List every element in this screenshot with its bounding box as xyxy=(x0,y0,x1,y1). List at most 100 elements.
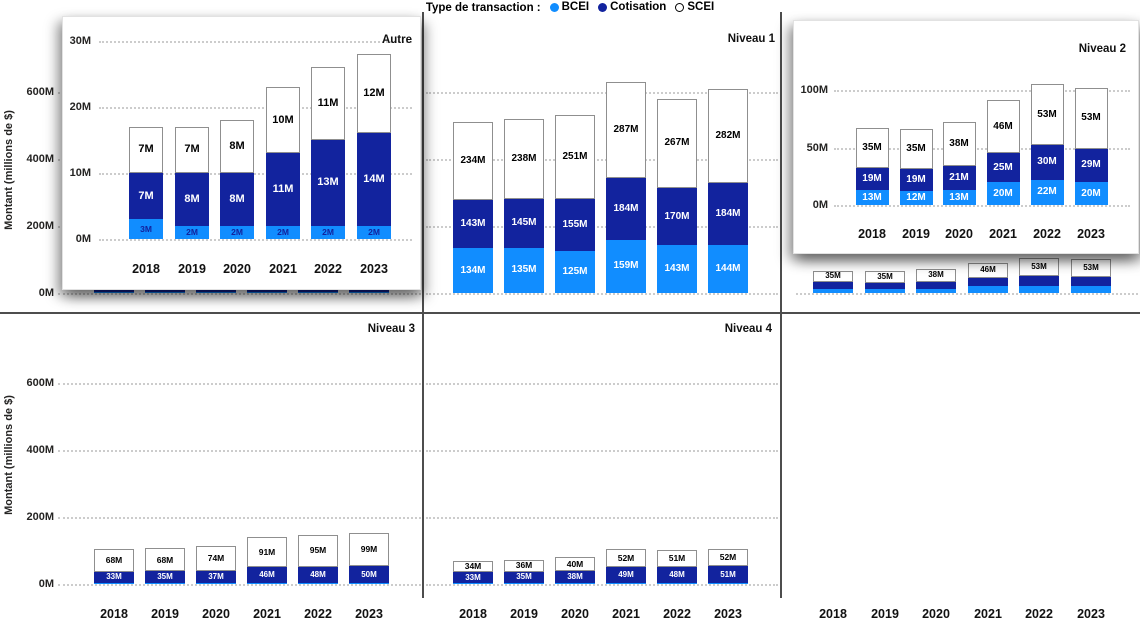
bar-autre-2023-scei[interactable]: 12M xyxy=(357,54,391,134)
bar-niveau-1-2023-scei[interactable]: 282M xyxy=(708,88,748,184)
bar-autre-2019-bcei[interactable] xyxy=(145,292,185,293)
bar-niveau-2-2020-scei[interactable]: 38M xyxy=(916,268,956,282)
bar-niveau-3-2019-bcei[interactable] xyxy=(145,582,185,584)
bar-autre-2022-bcei[interactable]: 2M xyxy=(311,225,345,239)
bar-autre-2023-bcei[interactable] xyxy=(349,292,389,293)
bar-niveau-2-2023-scei[interactable]: 53M xyxy=(1071,258,1111,277)
bar-autre-2020-bcei[interactable] xyxy=(196,292,236,293)
bar-niveau-2-2022-bcei[interactable]: 22M xyxy=(1030,179,1064,205)
bar-niveau-2-2023-bcei[interactable]: 20M xyxy=(1074,182,1108,205)
legend-item-bcei[interactable]: BCEI xyxy=(549,1,589,13)
bar-niveau-1-2021-scei[interactable]: 287M xyxy=(606,81,646,179)
bar-niveau-3-2021-bcei[interactable] xyxy=(247,582,287,584)
bar-niveau-3-2022-scei[interactable]: 95M xyxy=(298,534,338,567)
bar-niveau-4-2019-scei[interactable]: 36M xyxy=(504,559,544,572)
bar-autre-2020-cotisation[interactable]: 8M xyxy=(220,173,254,226)
bar-autre-2021-scei[interactable]: 10M xyxy=(266,87,300,154)
bar-niveau-3-2023-scei[interactable]: 99M xyxy=(349,533,389,567)
bar-niveau-2-2023-cotisation[interactable]: 29M xyxy=(1074,148,1108,182)
bar-niveau-1-2020-scei[interactable]: 251M xyxy=(555,115,595,200)
bar-autre-2020-scei[interactable]: 8M xyxy=(220,120,254,173)
bar-autre-2023-bcei[interactable]: 2M xyxy=(357,225,391,239)
bar-niveau-1-2018-cotisation[interactable]: 143M xyxy=(453,200,493,249)
bar-niveau-2-2019-bcei[interactable]: 12M xyxy=(899,191,933,205)
bar-niveau-2-2021-scei[interactable]: 46M xyxy=(968,262,1008,278)
bar-niveau-3-2020-scei[interactable]: 74M xyxy=(196,545,236,571)
bar-niveau-2-2021-bcei[interactable]: 20M xyxy=(986,182,1020,205)
bar-niveau-2-2020-bcei[interactable] xyxy=(916,288,956,293)
bar-niveau-1-2022-cotisation[interactable]: 170M xyxy=(657,188,697,246)
bar-niveau-3-2022-cotisation[interactable]: 48M xyxy=(298,566,338,583)
bar-niveau-2-2022-scei[interactable]: 53M xyxy=(1019,257,1059,276)
bar-autre-2022-cotisation[interactable]: 13M xyxy=(311,140,345,226)
bar-niveau-2-2023-cotisation[interactable] xyxy=(1071,276,1111,287)
bar-niveau-2-2019-cotisation[interactable]: 19M xyxy=(899,169,933,192)
bar-niveau-4-2018-cotisation[interactable]: 33M xyxy=(453,572,493,584)
bar-niveau-4-2021-cotisation[interactable]: 49M xyxy=(606,566,646,584)
bar-niveau-2-2018-bcei[interactable]: 13M xyxy=(855,190,889,205)
bar-niveau-2-2018-scei[interactable]: 35M xyxy=(813,270,853,283)
bar-niveau-2-2022-scei[interactable]: 53M xyxy=(1030,84,1064,146)
bar-autre-2018-scei[interactable]: 7M xyxy=(129,126,163,173)
bar-niveau-1-2019-bcei[interactable]: 135M xyxy=(504,247,544,293)
bar-autre-2019-bcei[interactable]: 2M xyxy=(175,225,209,239)
bar-niveau-3-2021-cotisation[interactable]: 46M xyxy=(247,567,287,583)
bar-autre-2019-cotisation[interactable] xyxy=(145,289,185,293)
bar-niveau-2-2021-cotisation[interactable]: 25M xyxy=(986,153,1020,182)
bar-niveau-4-2023-cotisation[interactable]: 51M xyxy=(708,566,748,584)
bar-niveau-2-2019-scei[interactable]: 35M xyxy=(865,270,905,283)
bar-niveau-3-2019-scei[interactable]: 68M xyxy=(145,548,185,572)
bar-niveau-4-2019-bcei[interactable] xyxy=(504,583,544,584)
bar-niveau-4-2018-bcei[interactable] xyxy=(453,583,493,584)
bar-niveau-2-2020-bcei[interactable]: 13M xyxy=(942,190,976,205)
bar-niveau-2-2020-cotisation[interactable]: 21M xyxy=(942,165,976,191)
bar-niveau-3-2023-cotisation[interactable]: 50M xyxy=(349,566,389,583)
bar-niveau-2-2021-scei[interactable]: 46M xyxy=(986,100,1020,154)
bar-niveau-2-2019-scei[interactable]: 35M xyxy=(899,129,933,170)
bar-niveau-2-2020-cotisation[interactable] xyxy=(916,281,956,289)
bar-niveau-1-2019-cotisation[interactable]: 145M xyxy=(504,199,544,248)
bar-autre-2021-cotisation[interactable] xyxy=(247,288,287,293)
bar-autre-2021-cotisation[interactable]: 11M xyxy=(266,153,300,226)
bar-niveau-4-2021-scei[interactable]: 52M xyxy=(606,549,646,567)
bar-autre-2018-cotisation[interactable] xyxy=(94,289,134,292)
bar-niveau-4-2020-bcei[interactable] xyxy=(555,583,595,584)
bar-niveau-1-2020-cotisation[interactable]: 155M xyxy=(555,199,595,252)
bar-niveau-2-2023-scei[interactable]: 53M xyxy=(1074,87,1108,149)
bar-niveau-2-2022-bcei[interactable] xyxy=(1019,285,1059,293)
bar-niveau-4-2021-bcei[interactable] xyxy=(606,583,646,584)
bar-autre-2020-cotisation[interactable] xyxy=(196,289,236,293)
bar-niveau-3-2023-bcei[interactable] xyxy=(349,582,389,584)
bar-niveau-3-2022-bcei[interactable] xyxy=(298,582,338,584)
bar-niveau-1-2018-bcei[interactable]: 134M xyxy=(453,248,493,293)
bar-niveau-2-2019-bcei[interactable] xyxy=(865,288,905,293)
bar-niveau-1-2018-scei[interactable]: 234M xyxy=(453,121,493,201)
bar-niveau-2-2023-bcei[interactable] xyxy=(1071,286,1111,293)
bar-niveau-4-2022-cotisation[interactable]: 48M xyxy=(657,567,697,584)
bar-niveau-3-2020-bcei[interactable] xyxy=(196,582,236,584)
bar-autre-2018-bcei[interactable] xyxy=(94,291,134,293)
bar-autre-2018-bcei[interactable]: 3M xyxy=(129,219,163,239)
bar-niveau-2-2021-bcei[interactable] xyxy=(968,286,1008,293)
bar-autre-2020-bcei[interactable]: 2M xyxy=(220,225,254,239)
bar-niveau-4-2023-bcei[interactable] xyxy=(708,583,748,584)
bar-autre-2019-cotisation[interactable]: 8M xyxy=(175,173,209,226)
bar-autre-2021-bcei[interactable]: 2M xyxy=(266,225,300,239)
bar-niveau-1-2022-scei[interactable]: 267M xyxy=(657,98,697,189)
bar-niveau-1-2021-cotisation[interactable]: 184M xyxy=(606,178,646,240)
bar-niveau-2-2022-cotisation[interactable] xyxy=(1019,275,1059,286)
bar-niveau-1-2019-scei[interactable]: 238M xyxy=(504,119,544,200)
bar-niveau-2-2019-cotisation[interactable] xyxy=(865,282,905,289)
bar-niveau-3-2019-cotisation[interactable]: 35M xyxy=(145,571,185,583)
bar-niveau-4-2019-cotisation[interactable]: 35M xyxy=(504,571,544,584)
bar-autre-2018-cotisation[interactable]: 7M xyxy=(129,173,163,220)
bar-autre-2022-cotisation[interactable] xyxy=(298,287,338,293)
legend-item-scei[interactable]: SCEI xyxy=(675,1,714,13)
bar-niveau-1-2023-bcei[interactable]: 144M xyxy=(708,244,748,293)
bar-niveau-3-2021-scei[interactable]: 91M xyxy=(247,536,287,568)
bar-autre-2021-bcei[interactable] xyxy=(247,292,287,293)
bar-autre-2022-scei[interactable]: 11M xyxy=(311,67,345,140)
bar-niveau-4-2022-scei[interactable]: 51M xyxy=(657,550,697,568)
bar-niveau-2-2018-bcei[interactable] xyxy=(813,288,853,293)
bar-niveau-1-2020-bcei[interactable]: 125M xyxy=(555,251,595,293)
